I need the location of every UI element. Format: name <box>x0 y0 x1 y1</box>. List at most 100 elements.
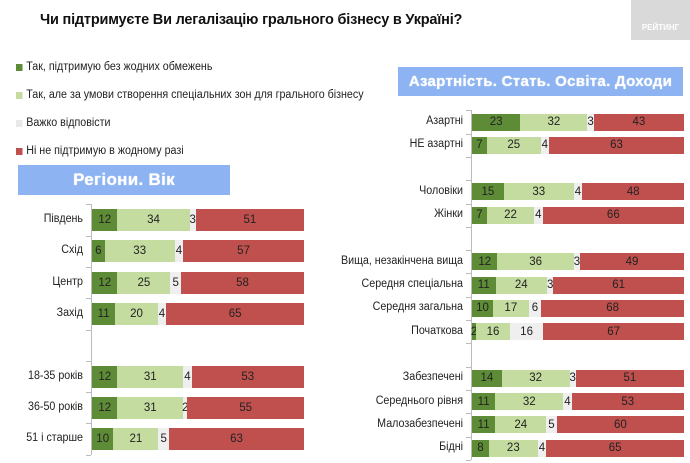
axis-tick <box>86 454 91 456</box>
bar-segment-yes-zones: 24 <box>495 276 547 294</box>
bar-segment-no: 51 <box>575 369 684 387</box>
bar-segment-hard-to-say: 4 <box>540 136 550 154</box>
bar-segment-no: 61 <box>553 276 684 294</box>
legend-item-no: Ні не підтримую в жодному разі <box>16 145 184 157</box>
bar-segment-hard-to-say: 3 <box>587 113 594 131</box>
bar-segment-yes-unlimited: 11 <box>472 393 496 411</box>
bar-segment-yes-unlimited: 14 <box>472 369 502 387</box>
logo-text: РЕЙТИНГ <box>641 23 680 32</box>
bar-segment-yes-zones: 32 <box>520 113 588 131</box>
bar-segment-no: 68 <box>541 299 684 317</box>
bar-segment-hard-to-say: 4 <box>183 365 192 388</box>
bar-segment-yes-zones: 22 <box>486 206 535 224</box>
bar-segment-yes-zones: 16 <box>476 323 510 341</box>
row-label: Жінки <box>434 208 463 221</box>
bar-segment-yes-unlimited: 11 <box>92 302 116 325</box>
bar-segment-yes-unlimited: 10 <box>472 299 493 317</box>
bar-segment-no: 66 <box>542 206 684 224</box>
row-label: Вища, незакінчена вища <box>341 254 463 267</box>
bar-segment-no: 57 <box>183 240 304 263</box>
axis-tick <box>86 298 91 300</box>
bar-segment-yes-unlimited: 12 <box>92 396 118 419</box>
banner-demographics: Азартність. Стать. Освіта. Доходи <box>398 67 683 96</box>
bar-segment-yes-zones: 23 <box>488 439 538 457</box>
axis-tick <box>86 329 91 331</box>
bar-segment-no: 53 <box>571 393 684 411</box>
axis-tick <box>466 250 471 252</box>
bar-segment-no: 49 <box>580 253 684 271</box>
bar-segment-hard-to-say: 6 <box>528 299 542 317</box>
bar-segment-yes-unlimited: 7 <box>472 136 487 154</box>
bar-segment-yes-zones: 17 <box>492 299 529 317</box>
row-label: Захід <box>56 306 83 319</box>
axis-tick <box>466 459 471 461</box>
bar-segment-no: 67 <box>543 323 684 341</box>
legend-swatch <box>16 119 23 127</box>
axis-tick <box>86 235 91 237</box>
bar-segment-hard-to-say: 4 <box>573 183 583 201</box>
bar-segment-yes-zones: 31 <box>117 365 184 388</box>
bar-segment-yes-zones: 32 <box>495 393 564 411</box>
row-label: 36-50 років <box>28 400 83 413</box>
bar-segment-yes-zones: 34 <box>117 209 190 231</box>
row-label: Чоловіки <box>419 184 463 197</box>
banner-regions-age: Регіони. Вік <box>18 165 230 195</box>
bar-segment-yes-unlimited: 11 <box>472 276 496 294</box>
legend-swatch <box>16 63 23 71</box>
axis-tick <box>86 392 91 394</box>
bar-segment-hard-to-say: 5 <box>158 428 170 451</box>
legend-swatch <box>16 91 23 99</box>
legend-label: Так, але за умови створення спеціальних … <box>26 89 364 101</box>
row-label: Центр <box>52 275 83 288</box>
axis-tick <box>466 110 471 112</box>
bar-segment-hard-to-say: 4 <box>534 206 543 224</box>
row-label: Початкова <box>411 324 463 337</box>
bar-segment-no: 65 <box>546 439 684 457</box>
bar-segment-no: 60 <box>556 416 684 434</box>
legend-item-hard-to-say: Важко відповісти <box>16 117 111 129</box>
axis-tick <box>466 203 471 205</box>
bar-segment-yes-unlimited: 12 <box>92 271 118 294</box>
bar-segment-yes-unlimited: 2 <box>471 323 477 341</box>
row-label: НЕ азартні <box>409 138 463 151</box>
bar-segment-no: 63 <box>549 136 684 154</box>
bar-segment-no: 53 <box>191 365 304 388</box>
legend-swatch <box>16 147 23 155</box>
axis-tick <box>466 343 471 345</box>
bar-segment-no: 51 <box>195 209 304 231</box>
legend-label: Ні не підтримую в жодному разі <box>26 145 184 157</box>
bar-segment-no: 43 <box>593 113 684 131</box>
bar-segment-no: 48 <box>582 183 684 201</box>
bar-segment-hard-to-say: 4 <box>157 302 167 325</box>
bar-segment-hard-to-say: 5 <box>546 416 557 434</box>
axis-tick <box>86 360 91 362</box>
bar-segment-yes-unlimited: 11 <box>472 416 496 434</box>
row-label: 18-35 років <box>28 369 83 382</box>
bar-segment-no: 55 <box>187 396 304 419</box>
row-label: Азартні <box>426 115 463 127</box>
legend-label: Важко відповісти <box>26 117 111 129</box>
axis-tick <box>86 423 91 425</box>
bar-segment-hard-to-say: 3 <box>546 276 554 294</box>
bar-segment-yes-unlimited: 7 <box>472 206 487 224</box>
axis-tick <box>86 266 91 268</box>
chart-title: Чи підтримуєте Ви легалізацію грального … <box>40 12 463 28</box>
bar-segment-yes-unlimited: 23 <box>472 113 521 131</box>
bar-segment-yes-unlimited: 12 <box>92 209 118 231</box>
bar-segment-hard-to-say: 3 <box>190 209 196 231</box>
bar-segment-yes-zones: 25 <box>486 136 541 154</box>
bar-segment-yes-zones: 33 <box>104 240 175 263</box>
axis-tick <box>466 133 471 135</box>
row-label: Схід <box>61 244 83 257</box>
bar-segment-hard-to-say: 5 <box>170 271 182 294</box>
bar-segment-hard-to-say: 2 <box>182 396 188 419</box>
bar-segment-yes-zones: 32 <box>501 369 570 387</box>
chart-axis <box>471 110 472 460</box>
row-label: Малозабезпечені <box>377 417 463 430</box>
row-label: Забезпечені <box>402 371 463 384</box>
axis-tick <box>466 366 471 368</box>
axis-tick <box>466 413 471 415</box>
row-label: Середня загальна <box>372 301 463 314</box>
chart-axis <box>91 204 92 455</box>
axis-tick <box>466 156 471 158</box>
